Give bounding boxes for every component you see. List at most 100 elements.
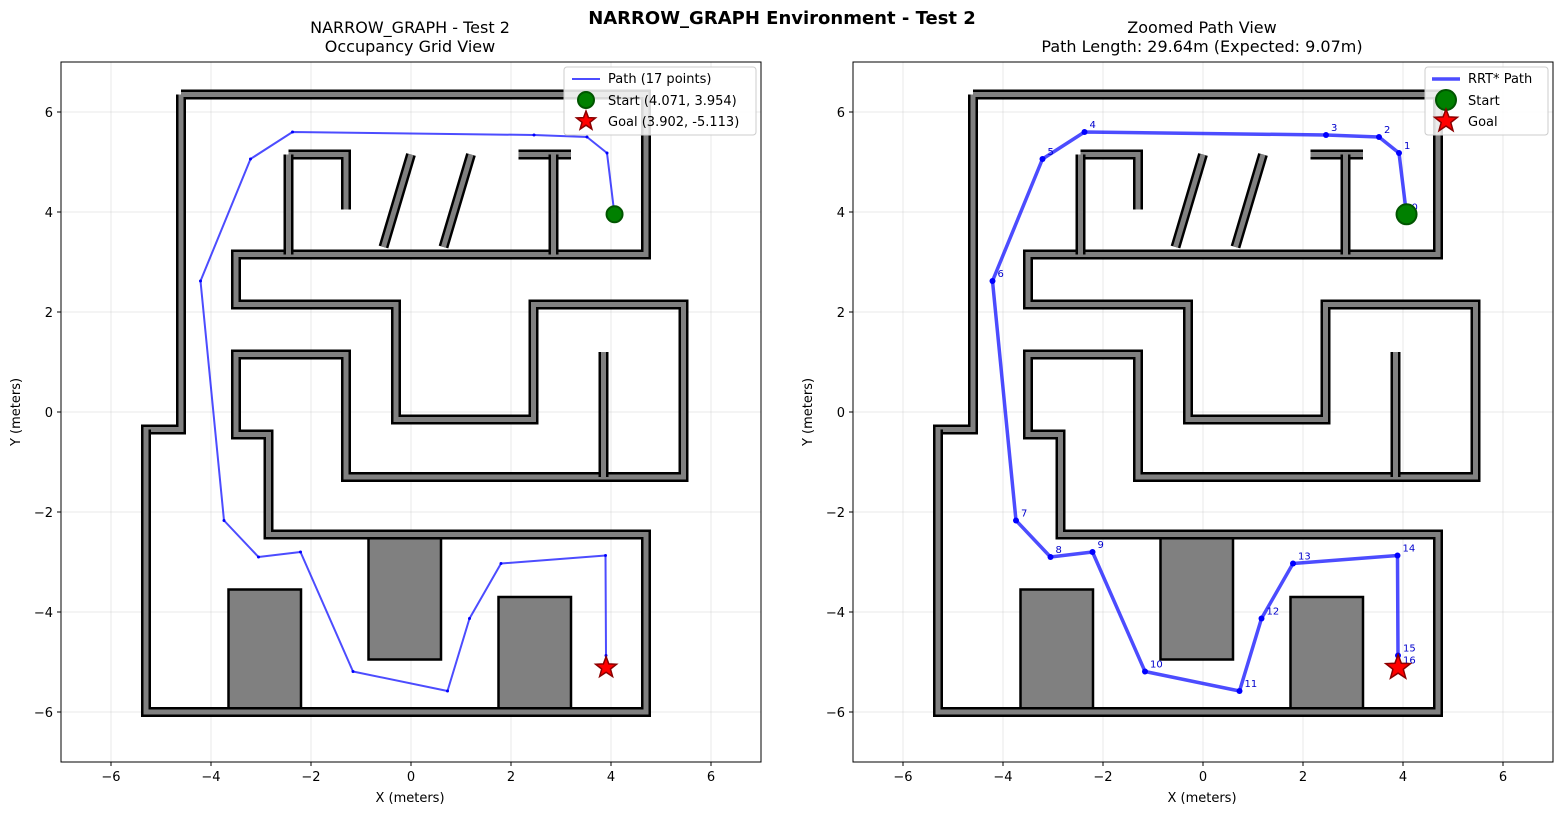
panel-title-line2: Occupancy Grid View xyxy=(325,37,495,56)
legend-goal-marker xyxy=(574,108,598,131)
path-series: 012345678910111213141516 xyxy=(989,120,1418,694)
path-series xyxy=(199,130,624,693)
legend-path-label: RRT* Path xyxy=(1468,72,1532,87)
path-point-label: 8 xyxy=(1056,545,1062,556)
path-point xyxy=(299,550,302,554)
x-axis-label: X (meters) xyxy=(1167,791,1236,806)
path-point xyxy=(199,279,202,283)
legend-start-label: Start xyxy=(1468,94,1500,109)
path-point xyxy=(1323,132,1329,138)
path-point xyxy=(1396,150,1402,156)
legend-goal-label: Goal xyxy=(1468,115,1498,130)
path-point-label: 7 xyxy=(1021,509,1027,520)
wall-outline xyxy=(288,149,351,210)
path-point xyxy=(532,133,536,137)
y-tick-label: 6 xyxy=(45,106,53,121)
x-tick-label: 6 xyxy=(707,770,715,785)
y-tick-label: 4 xyxy=(837,206,845,221)
panel-title-line1: Zoomed Path View xyxy=(1127,18,1276,37)
x-tick-label: −2 xyxy=(1093,770,1112,785)
path-point-label: 2 xyxy=(1384,125,1390,136)
path-point xyxy=(1039,156,1046,162)
path-point xyxy=(1236,688,1243,694)
zoomed-path-panel: Zoomed Path View Path Length: 29.64m (Ex… xyxy=(801,18,1554,806)
occupancy-map xyxy=(933,89,1481,717)
occupancy-map xyxy=(141,89,689,717)
y-tick-label: 0 xyxy=(45,406,53,421)
legend-start-label: Start (4.071, 3.954) xyxy=(608,94,737,109)
x-tick-label: 4 xyxy=(1399,770,1407,785)
wall-core xyxy=(381,153,414,248)
start-marker xyxy=(1395,203,1418,226)
y-tick-label: −2 xyxy=(826,506,845,521)
path-point xyxy=(468,617,471,620)
path-point-label: 14 xyxy=(1403,544,1416,555)
occupancy-grid-panel: NARROW_GRAPH - Test 2 Occupancy Grid Vie… xyxy=(9,18,762,806)
wall-core xyxy=(143,92,686,715)
wall-core xyxy=(288,152,349,210)
x-tick-label: −2 xyxy=(301,770,320,785)
x-tick-label: 4 xyxy=(607,770,615,785)
figure-title: NARROW_GRAPH Environment - Test 2 xyxy=(588,8,976,29)
x-tick-label: −6 xyxy=(101,770,120,785)
wall-core xyxy=(1233,153,1266,248)
path-point xyxy=(257,555,260,559)
wall-core xyxy=(1080,152,1141,210)
y-tick-label: 6 xyxy=(837,106,845,121)
legend-goal-marker xyxy=(1432,106,1460,133)
y-tick-label: −6 xyxy=(826,706,845,721)
obstacle-block xyxy=(1019,588,1095,714)
path-point-label: 12 xyxy=(1267,607,1280,618)
path-point xyxy=(1089,549,1096,555)
path-point xyxy=(989,278,996,284)
y-tick-label: 0 xyxy=(837,406,845,421)
path-point-label: 13 xyxy=(1298,552,1311,563)
y-tick-label: 4 xyxy=(45,206,53,221)
path-point xyxy=(446,689,449,693)
x-tick-label: −4 xyxy=(201,770,220,785)
legend-start-marker xyxy=(577,91,595,109)
legend-goal-label: Goal (3.902, -5.113) xyxy=(608,115,739,130)
y-tick-label: −2 xyxy=(34,506,53,521)
y-tick-label: 2 xyxy=(45,306,53,321)
path-point xyxy=(351,670,355,673)
path-point xyxy=(605,151,609,155)
legend-path-label: Path (17 points) xyxy=(608,72,711,87)
y-tick-label: −6 xyxy=(34,706,53,721)
path-point xyxy=(1376,134,1382,140)
obstacle-block xyxy=(1289,595,1365,714)
x-tick-label: −4 xyxy=(993,770,1012,785)
wall-outline xyxy=(1080,149,1143,210)
goal-marker xyxy=(1383,652,1413,680)
x-tick-label: 2 xyxy=(507,770,515,785)
obstacle-block xyxy=(1159,533,1235,661)
tick-labels: −6 −4 −2 0 2 4 6 −6 −4 −2 0 2 4 6 xyxy=(826,106,1507,785)
path-point xyxy=(291,130,294,134)
panel-title-line2: Path Length: 29.64m (Expected: 9.07m) xyxy=(1041,37,1362,56)
path-point-label: 3 xyxy=(1331,123,1337,134)
path-point-label: 16 xyxy=(1403,656,1416,667)
x-tick-label: 6 xyxy=(1499,770,1507,785)
y-tick-label: −4 xyxy=(826,606,845,621)
path-point xyxy=(1258,615,1265,622)
tick-labels: −6 −4 −2 0 2 4 6 −6 −4 −2 0 2 4 6 xyxy=(34,106,715,785)
path-point xyxy=(1394,552,1401,559)
path-point xyxy=(222,519,226,522)
path-point xyxy=(1290,560,1296,567)
start-marker xyxy=(605,205,624,224)
x-tick-label: 2 xyxy=(1299,770,1307,785)
wall-core xyxy=(935,92,1478,715)
path-point-label: 5 xyxy=(1048,147,1054,158)
y-tick-label: 2 xyxy=(837,306,845,321)
path-point-label: 15 xyxy=(1403,644,1416,655)
path-point xyxy=(249,157,252,161)
path-point xyxy=(604,554,607,557)
obstacle-block xyxy=(227,588,303,714)
path-point-label: 11 xyxy=(1245,679,1258,690)
path-point xyxy=(499,562,503,565)
path-point xyxy=(1047,554,1054,560)
legend: RRT* Path Start Goal xyxy=(1424,66,1549,136)
panel-title-line1: NARROW_GRAPH - Test 2 xyxy=(310,18,510,38)
path-point-label: 9 xyxy=(1098,540,1104,551)
